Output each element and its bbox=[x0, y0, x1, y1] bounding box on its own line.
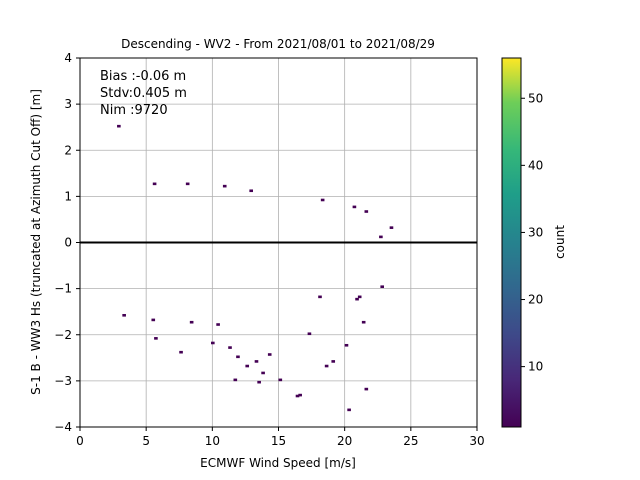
y-tick-label: 4 bbox=[64, 51, 72, 65]
outlier-cell bbox=[364, 210, 369, 213]
x-tick-label: 5 bbox=[142, 434, 150, 448]
x-axis-ticks: 0 5 10 15 20 25 30 bbox=[76, 427, 485, 448]
outlier-cell bbox=[320, 198, 325, 202]
outlier-cell bbox=[295, 394, 300, 398]
x-tick-label: 25 bbox=[403, 434, 418, 448]
outlier-cell bbox=[122, 313, 126, 317]
y-axis-ticks: −4 −3 −2 −1 0 1 2 3 4 bbox=[54, 51, 80, 434]
outlier-cell bbox=[267, 353, 272, 356]
outlier-cell bbox=[357, 295, 362, 299]
outlier-cell bbox=[331, 360, 336, 363]
outlier-cell bbox=[355, 297, 359, 301]
y-tick-label: −4 bbox=[54, 420, 72, 434]
outlier-cell bbox=[361, 320, 366, 324]
outlier-cell bbox=[236, 355, 240, 359]
y-tick-label: −2 bbox=[54, 328, 72, 342]
outlier-cell bbox=[117, 124, 121, 128]
outlier-cell bbox=[364, 387, 369, 391]
outlier-cell bbox=[380, 285, 385, 289]
outlier-cell bbox=[324, 364, 329, 368]
outlier-cell bbox=[347, 408, 351, 412]
colorbar-tick-label: 50 bbox=[528, 91, 543, 105]
x-tick-label: 15 bbox=[271, 434, 286, 448]
outlier-cell bbox=[249, 189, 253, 193]
stats-nim: Nim :9720 bbox=[100, 103, 168, 118]
outlier-cell bbox=[154, 337, 158, 340]
y-tick-label: −1 bbox=[54, 282, 72, 296]
outlier-cell bbox=[233, 378, 238, 382]
x-tick-label: 30 bbox=[469, 434, 484, 448]
outlier-cell bbox=[257, 380, 261, 384]
chart-title: Descending - WV2 - From 2021/08/01 to 20… bbox=[121, 37, 435, 51]
y-tick-label: 2 bbox=[64, 143, 72, 157]
outlier-cell bbox=[307, 332, 312, 336]
outlier-cell bbox=[189, 320, 194, 324]
colorbar-ticks: 10 20 30 40 50 bbox=[521, 91, 543, 374]
colorbar-tick-label: 20 bbox=[528, 293, 543, 307]
outlier-cell bbox=[228, 346, 232, 349]
outlier-cell bbox=[389, 226, 394, 229]
outlier-cell bbox=[185, 182, 190, 186]
outlier-cell bbox=[245, 364, 250, 368]
colorbar-tick-label: 10 bbox=[528, 360, 543, 374]
stats-stdv: Stdv:0.405 m bbox=[100, 86, 187, 101]
x-axis-label: ECMWF Wind Speed [m/s] bbox=[200, 456, 356, 470]
y-tick-label: 0 bbox=[64, 236, 72, 250]
x-tick-label: 10 bbox=[205, 434, 220, 448]
y-tick-label: 3 bbox=[64, 97, 72, 111]
stats-bias: Bias :-0.06 m bbox=[100, 69, 186, 84]
outlier-cell bbox=[254, 360, 259, 363]
outlier-cell bbox=[298, 393, 302, 397]
density-cells bbox=[117, 124, 394, 412]
outlier-cell bbox=[379, 235, 383, 239]
outlier-cell bbox=[216, 323, 220, 326]
outlier-cell bbox=[211, 341, 215, 345]
outlier-cell bbox=[344, 343, 349, 347]
outlier-cell bbox=[222, 184, 227, 188]
outlier-cell bbox=[352, 205, 357, 209]
outlier-cell bbox=[261, 371, 265, 375]
outlier-cell bbox=[318, 295, 322, 299]
colorbar bbox=[501, 57, 522, 428]
colorbar-tick-label: 40 bbox=[528, 158, 543, 172]
x-tick-label: 0 bbox=[76, 434, 84, 448]
outlier-cell bbox=[152, 182, 157, 186]
outlier-cell bbox=[179, 350, 183, 354]
outlier-cell bbox=[151, 318, 156, 322]
x-tick-label: 20 bbox=[337, 434, 352, 448]
colorbar-label: count bbox=[553, 225, 567, 259]
y-tick-label: 1 bbox=[64, 189, 72, 203]
colorbar-tick-label: 30 bbox=[528, 225, 543, 239]
outlier-cell bbox=[278, 378, 283, 382]
y-axis-label: S-1 B - WW3 Hs (truncated at Azimuth Cut… bbox=[29, 89, 43, 395]
y-tick-label: −3 bbox=[54, 374, 72, 388]
